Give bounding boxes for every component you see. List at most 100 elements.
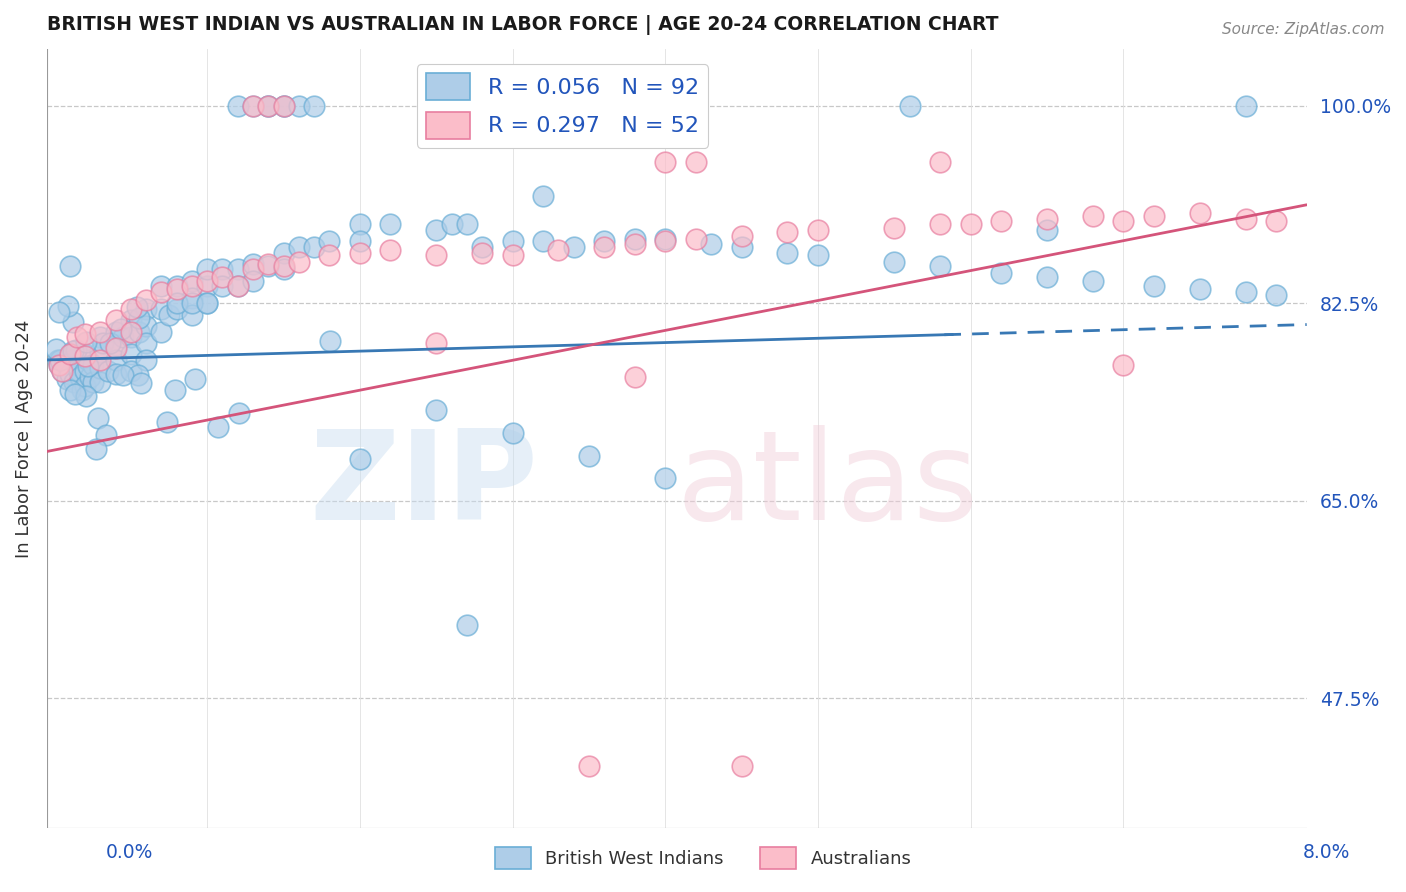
Point	[104, 338, 127, 352]
Point	[128, 325, 150, 339]
Point	[1081, 210, 1104, 224]
Point	[59, 347, 82, 361]
Point	[129, 376, 152, 390]
Point	[273, 99, 295, 113]
Point	[156, 415, 179, 429]
Point	[207, 420, 229, 434]
Text: Source: ZipAtlas.com: Source: ZipAtlas.com	[1222, 22, 1385, 37]
Point	[1188, 282, 1211, 296]
Text: 8.0%: 8.0%	[1302, 843, 1350, 862]
Point	[562, 240, 585, 254]
Point	[70, 383, 93, 397]
Point	[104, 325, 127, 339]
Point	[302, 99, 325, 113]
Point	[654, 155, 676, 169]
Point	[125, 301, 148, 315]
Point	[181, 274, 204, 288]
Point	[242, 274, 264, 288]
Point	[349, 217, 371, 231]
Point	[150, 325, 173, 339]
Point	[425, 248, 447, 262]
Point	[195, 262, 218, 277]
Point	[731, 759, 754, 773]
Point	[66, 330, 89, 344]
Point	[120, 364, 142, 378]
Point	[1081, 274, 1104, 288]
Point	[226, 279, 249, 293]
Point	[456, 217, 478, 231]
Point	[731, 240, 754, 254]
Point	[242, 99, 264, 113]
Point	[1188, 206, 1211, 220]
Point	[104, 313, 127, 327]
Point	[111, 368, 134, 382]
Point	[166, 301, 188, 316]
Point	[242, 262, 264, 277]
Point	[195, 279, 218, 293]
Point	[135, 293, 157, 307]
Point	[257, 259, 280, 273]
Point	[51, 364, 73, 378]
Point	[89, 330, 111, 344]
Point	[67, 364, 90, 378]
Point	[181, 296, 204, 310]
Point	[48, 359, 70, 373]
Legend: R = 0.056   N = 92, R = 0.297   N = 52: R = 0.056 N = 92, R = 0.297 N = 52	[418, 64, 709, 147]
Point	[425, 403, 447, 417]
Point	[1234, 211, 1257, 226]
Point	[502, 425, 524, 440]
Point	[1112, 359, 1135, 373]
Point	[53, 356, 76, 370]
Point	[89, 344, 111, 359]
Point	[273, 262, 295, 277]
Point	[531, 234, 554, 248]
Point	[776, 225, 799, 239]
Point	[120, 301, 142, 316]
Point	[959, 217, 981, 231]
Point	[195, 296, 218, 310]
Point	[273, 259, 295, 273]
Point	[471, 240, 494, 254]
Point	[46, 352, 69, 367]
Point	[135, 335, 157, 350]
Point	[425, 335, 447, 350]
Point	[623, 369, 645, 384]
Point	[288, 99, 311, 113]
Point	[75, 335, 97, 350]
Point	[86, 442, 108, 457]
Point	[98, 336, 121, 351]
Point	[55, 372, 77, 386]
Point	[1265, 214, 1288, 228]
Point	[471, 245, 494, 260]
Point	[112, 330, 135, 344]
Point	[502, 248, 524, 262]
Point	[166, 296, 188, 310]
Point	[1143, 279, 1166, 293]
Point	[349, 245, 371, 260]
Point	[898, 99, 921, 113]
Point	[195, 296, 218, 310]
Point	[257, 99, 280, 113]
Point	[150, 285, 173, 299]
Point	[1234, 99, 1257, 113]
Point	[120, 325, 142, 339]
Point	[75, 326, 97, 341]
Point	[128, 310, 150, 325]
Point	[654, 232, 676, 246]
Point	[318, 248, 340, 262]
Point	[135, 352, 157, 367]
Point	[807, 223, 830, 237]
Point	[883, 254, 905, 268]
Point	[165, 383, 187, 397]
Point	[380, 217, 402, 231]
Point	[318, 234, 340, 248]
Text: ZIP: ZIP	[309, 425, 538, 546]
Point	[273, 99, 295, 113]
Point	[273, 99, 295, 113]
Point	[1036, 223, 1059, 237]
Point	[242, 99, 264, 113]
Point	[623, 232, 645, 246]
Point	[120, 347, 142, 361]
Point	[228, 406, 250, 420]
Point	[75, 349, 97, 363]
